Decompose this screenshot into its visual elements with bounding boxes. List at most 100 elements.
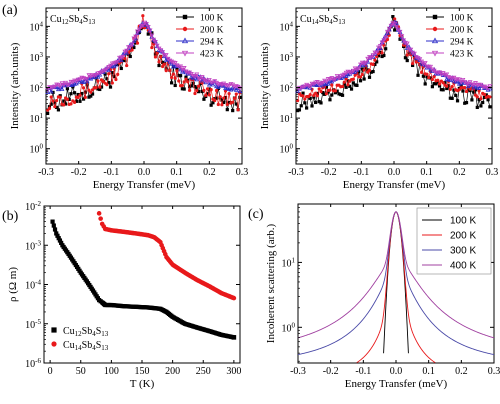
data-point bbox=[436, 78, 440, 82]
data-point bbox=[312, 93, 316, 98]
y-tick-label: 10-6 bbox=[25, 357, 41, 370]
data-point bbox=[191, 81, 195, 85]
data-point bbox=[385, 37, 390, 42]
data-point bbox=[102, 68, 108, 73]
data-point bbox=[52, 227, 58, 232]
data-point bbox=[411, 61, 415, 66]
data-point bbox=[354, 67, 360, 73]
data-point bbox=[375, 60, 379, 64]
data-point bbox=[442, 73, 448, 78]
legend-label: 300 K bbox=[450, 246, 476, 257]
data-point bbox=[311, 81, 317, 87]
data-point bbox=[420, 62, 424, 66]
data-point bbox=[441, 88, 445, 92]
data-point bbox=[54, 231, 59, 236]
data-point bbox=[362, 77, 366, 81]
data-point bbox=[315, 94, 319, 98]
data-point bbox=[55, 105, 59, 110]
data-point bbox=[463, 85, 467, 90]
data-point bbox=[187, 88, 192, 92]
data-point bbox=[297, 108, 302, 112]
data-point bbox=[136, 27, 142, 32]
data-point bbox=[98, 87, 102, 92]
data-point bbox=[168, 68, 172, 72]
data-point bbox=[376, 54, 381, 58]
data-point bbox=[487, 84, 493, 89]
data-point bbox=[432, 26, 438, 32]
legend-label: 100 K bbox=[450, 216, 476, 227]
data-point bbox=[169, 61, 175, 66]
data-point bbox=[95, 74, 101, 79]
data-point bbox=[99, 70, 104, 75]
data-point bbox=[96, 87, 100, 91]
data-point bbox=[57, 85, 63, 90]
data-point bbox=[170, 81, 174, 85]
data-point bbox=[382, 53, 386, 58]
data-point bbox=[307, 85, 313, 90]
data-point bbox=[45, 88, 51, 93]
data-point bbox=[351, 81, 355, 85]
legend: 100 K 200 K 294 K 423 K bbox=[426, 14, 474, 60]
data-point bbox=[356, 66, 362, 71]
data-point bbox=[307, 84, 313, 89]
x-tick-label: 0.0 bbox=[138, 167, 151, 178]
data-point bbox=[182, 14, 188, 20]
data-point bbox=[105, 77, 109, 81]
data-point bbox=[90, 92, 95, 96]
data-point bbox=[458, 80, 464, 85]
data-point bbox=[466, 87, 470, 91]
data-point bbox=[89, 90, 93, 94]
data-point bbox=[446, 84, 451, 88]
data-point bbox=[437, 82, 442, 86]
data-point bbox=[129, 42, 135, 47]
data-point bbox=[182, 80, 186, 84]
data-point bbox=[174, 63, 180, 68]
data-point bbox=[380, 54, 384, 59]
data-point bbox=[358, 79, 363, 83]
data-point bbox=[470, 98, 474, 102]
data-point bbox=[423, 82, 427, 86]
y-tick-label: 104 bbox=[280, 20, 294, 33]
data-point bbox=[197, 77, 203, 82]
data-point bbox=[78, 99, 82, 103]
x-axis-label: Energy Transfer (meV) bbox=[343, 179, 446, 191]
plot-area bbox=[297, 211, 495, 364]
data-point bbox=[170, 64, 176, 69]
data-point bbox=[137, 30, 141, 35]
data-point bbox=[459, 84, 463, 88]
data-point bbox=[310, 104, 314, 108]
data-point bbox=[199, 75, 205, 80]
data-point bbox=[61, 83, 67, 88]
y-tick-label: 10-2 bbox=[25, 200, 41, 213]
y-tick-label: 104 bbox=[30, 20, 44, 33]
data-point bbox=[178, 64, 184, 69]
data-point bbox=[482, 92, 487, 96]
data-point bbox=[187, 85, 192, 89]
data-point bbox=[346, 83, 350, 87]
data-point bbox=[437, 70, 443, 75]
data-point bbox=[386, 26, 392, 32]
data-point bbox=[222, 96, 226, 100]
data-point bbox=[413, 55, 419, 60]
data-point bbox=[164, 69, 168, 73]
data-point bbox=[201, 77, 207, 83]
data-point bbox=[182, 87, 186, 91]
data-point bbox=[308, 96, 312, 100]
data-point bbox=[367, 68, 372, 72]
data-point bbox=[373, 62, 377, 67]
data-point bbox=[195, 86, 199, 90]
data-point bbox=[232, 96, 237, 100]
data-point bbox=[214, 88, 219, 93]
data-point bbox=[410, 50, 416, 56]
data-point bbox=[312, 95, 316, 99]
data-point bbox=[380, 51, 384, 55]
data-point bbox=[421, 74, 425, 78]
x-tick-label: 300 bbox=[226, 366, 241, 377]
data-point bbox=[305, 106, 309, 110]
data-point bbox=[144, 22, 149, 27]
data-point bbox=[219, 82, 225, 88]
data-point bbox=[479, 97, 483, 101]
data-point bbox=[454, 93, 458, 97]
data-point bbox=[182, 26, 188, 32]
